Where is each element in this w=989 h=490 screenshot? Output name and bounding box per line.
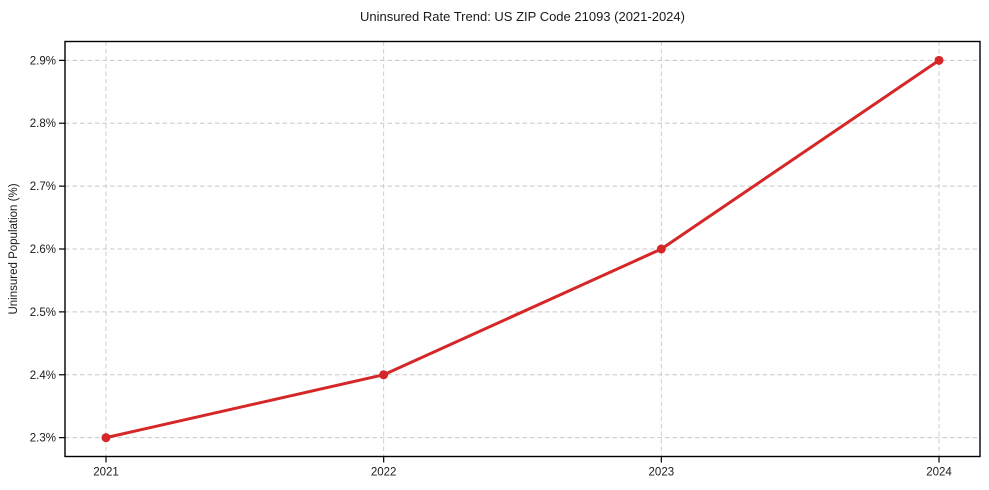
y-tick-label: 2.6% (30, 244, 56, 256)
y-tick-label: 2.8% (30, 118, 56, 130)
x-tick-label: 2024 (926, 467, 952, 479)
y-tick-label: 2.7% (30, 181, 56, 193)
trend-line (104, 58, 941, 440)
x-tick-label: 2021 (93, 467, 119, 479)
y-tick-label: 2.9% (30, 55, 56, 67)
data-point-marker (101, 433, 111, 443)
data-point-marker (934, 55, 944, 65)
data-point-marker (379, 370, 389, 380)
y-tick-label: 2.3% (30, 433, 56, 445)
data-point-marker (656, 244, 666, 254)
x-tick-label: 2023 (649, 467, 675, 479)
x-tick-label: 2022 (371, 467, 397, 479)
y-tick-label: 2.4% (30, 370, 56, 382)
chart-title: Uninsured Rate Trend: US ZIP Code 21093 … (360, 9, 685, 24)
y-tick-label: 2.5% (30, 307, 56, 319)
